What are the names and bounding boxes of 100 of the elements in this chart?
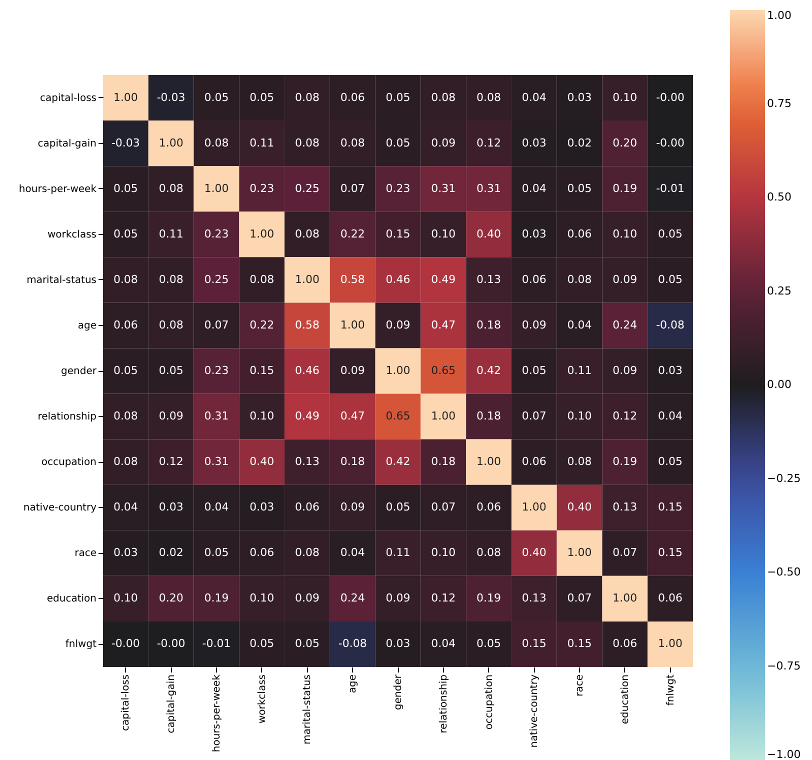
data-label: 0.10 <box>431 227 456 240</box>
data-label: 0.05 <box>250 90 274 104</box>
data-label: -0.08 <box>338 637 367 650</box>
data-label: 0.10 <box>612 90 638 104</box>
data-label: 1.00 <box>250 227 274 240</box>
y-tick-label: education <box>46 594 96 605</box>
data-label: 0.05 <box>658 272 683 286</box>
data-label: 0.08 <box>158 318 184 332</box>
data-label: 0.12 <box>612 410 638 423</box>
data-label: 0.15 <box>567 637 592 650</box>
data-label: 0.12 <box>158 455 184 468</box>
data-label: 1.00 <box>612 592 638 605</box>
data-label: 0.58 <box>340 272 365 286</box>
data-label: 0.46 <box>386 272 410 286</box>
x-tick-label: gender <box>393 674 404 710</box>
y-tick-label: capital-loss <box>40 92 96 104</box>
data-label: 0.08 <box>476 546 502 560</box>
data-label: 0.15 <box>386 227 410 240</box>
data-label: 0.42 <box>476 364 502 377</box>
data-label: 0.20 <box>612 136 638 150</box>
data-label: 0.07 <box>612 546 638 560</box>
data-label: 0.05 <box>386 500 410 514</box>
data-label: 0.19 <box>612 455 638 468</box>
data-label: 0.06 <box>567 227 592 240</box>
data-label: 0.08 <box>567 455 592 468</box>
data-label: 0.31 <box>431 182 456 195</box>
color-bar-label: 0.00 <box>767 378 792 391</box>
data-label: 0.05 <box>294 637 320 650</box>
data-label: 0.09 <box>340 500 365 514</box>
color-bar-label: −0.50 <box>767 566 801 578</box>
data-label: 0.03 <box>567 90 592 104</box>
data-label: 0.05 <box>658 227 683 240</box>
data-label: 0.09 <box>612 364 638 377</box>
data-label: 0.05 <box>250 637 274 650</box>
x-tick-label: marital-status <box>302 674 314 744</box>
color-bar-label: 0.75 <box>767 96 792 110</box>
data-label: 0.18 <box>340 455 365 468</box>
data-label: 0.08 <box>250 272 274 286</box>
data-label: 1.00 <box>158 136 184 150</box>
data-label: 1.00 <box>340 318 365 332</box>
x-tick-label: capital-gain <box>166 674 178 734</box>
data-label: 0.08 <box>294 227 320 240</box>
data-label: 0.07 <box>340 182 365 195</box>
data-label: 0.40 <box>250 455 274 468</box>
x-tick-label: native-country <box>529 674 540 748</box>
data-label: 0.19 <box>612 182 638 195</box>
data-label: 0.19 <box>204 592 229 605</box>
data-label: 0.07 <box>204 318 229 332</box>
x-tick-label: capital-loss <box>120 674 132 732</box>
data-label: 0.06 <box>340 90 365 104</box>
data-label: 0.23 <box>204 227 229 240</box>
data-label: 0.20 <box>158 592 184 605</box>
data-label: 0.24 <box>340 592 365 605</box>
data-label: 0.04 <box>204 500 229 514</box>
data-label: 0.31 <box>476 182 502 195</box>
data-label: 0.08 <box>113 410 138 423</box>
data-label: 0.12 <box>476 136 502 150</box>
data-label: 0.23 <box>204 364 229 377</box>
data-label: 0.05 <box>386 136 410 150</box>
data-label: 0.10 <box>612 227 638 240</box>
data-label: -0.03 <box>156 90 186 104</box>
data-label: 0.02 <box>567 136 592 150</box>
data-label: 0.31 <box>204 455 229 468</box>
data-label: 0.13 <box>612 500 638 514</box>
data-label: 0.05 <box>567 182 592 195</box>
data-label: 0.06 <box>658 592 683 605</box>
data-label: 0.19 <box>476 592 502 605</box>
data-label: 0.40 <box>522 546 546 560</box>
data-label: 0.65 <box>431 364 456 377</box>
data-label: 0.04 <box>567 318 592 332</box>
data-label: 0.24 <box>612 318 638 332</box>
y-tick-label: occupation <box>41 457 96 468</box>
data-label: 0.05 <box>658 455 683 468</box>
y-tick-label: marital-status <box>26 274 96 286</box>
data-label: 0.22 <box>340 227 365 240</box>
data-label: 0.09 <box>340 364 365 377</box>
data-label: 0.09 <box>386 592 410 605</box>
data-label: 0.03 <box>250 500 274 514</box>
data-label: 0.11 <box>567 364 592 377</box>
color-bar-label: 0.50 <box>767 190 792 204</box>
data-label: 0.31 <box>204 410 229 423</box>
data-label: -0.00 <box>111 637 140 650</box>
data-label: 0.15 <box>658 500 683 514</box>
data-label: 0.08 <box>476 90 502 104</box>
x-tick-label: education <box>620 674 631 724</box>
x-tick-label: occupation <box>484 674 495 730</box>
data-label: 0.08 <box>113 272 138 286</box>
data-label: -0.01 <box>202 637 231 650</box>
data-label: 0.09 <box>522 318 546 332</box>
data-label: 0.04 <box>658 410 683 423</box>
data-label: 0.40 <box>567 500 592 514</box>
data-label: 0.13 <box>522 592 546 605</box>
color-bar-label: −0.75 <box>767 659 801 672</box>
data-label: 0.11 <box>158 227 184 240</box>
data-label: -0.00 <box>656 90 685 104</box>
data-label: 0.08 <box>204 136 229 150</box>
data-label: 1.00 <box>113 90 138 104</box>
data-label: 0.05 <box>522 364 546 377</box>
data-label: 1.00 <box>204 182 229 195</box>
data-label: 0.06 <box>612 637 638 650</box>
